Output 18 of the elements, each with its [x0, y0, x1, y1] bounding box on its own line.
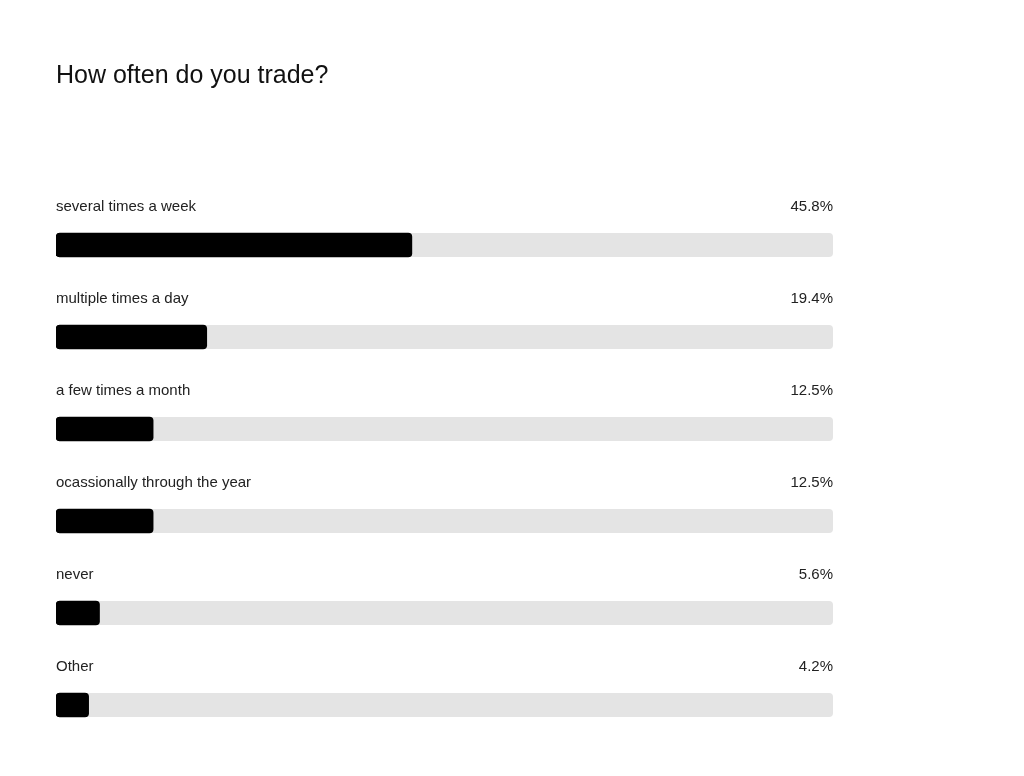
- data-label: 19.4%: [790, 289, 833, 307]
- data-label: 12.5%: [790, 381, 833, 399]
- bar: [56, 600, 100, 626]
- bar: [56, 692, 89, 718]
- chart-title: How often do you trade?: [56, 60, 329, 89]
- bar: [56, 416, 154, 442]
- y-tick-label: several times a week: [56, 197, 197, 215]
- y-tick-label: Other: [56, 657, 94, 675]
- y-tick-label: multiple times a day: [56, 289, 190, 307]
- data-label: 12.5%: [790, 473, 833, 491]
- data-label: 5.6%: [798, 565, 833, 583]
- y-tick-label: a few times a month: [56, 381, 191, 399]
- bar: [56, 508, 154, 534]
- bar: [56, 324, 208, 350]
- data-label: 4.2%: [798, 657, 833, 675]
- data-label: 45.8%: [790, 197, 833, 215]
- y-tick-label: ocassionally through the year: [56, 473, 252, 491]
- y-tick-label: never: [56, 565, 94, 583]
